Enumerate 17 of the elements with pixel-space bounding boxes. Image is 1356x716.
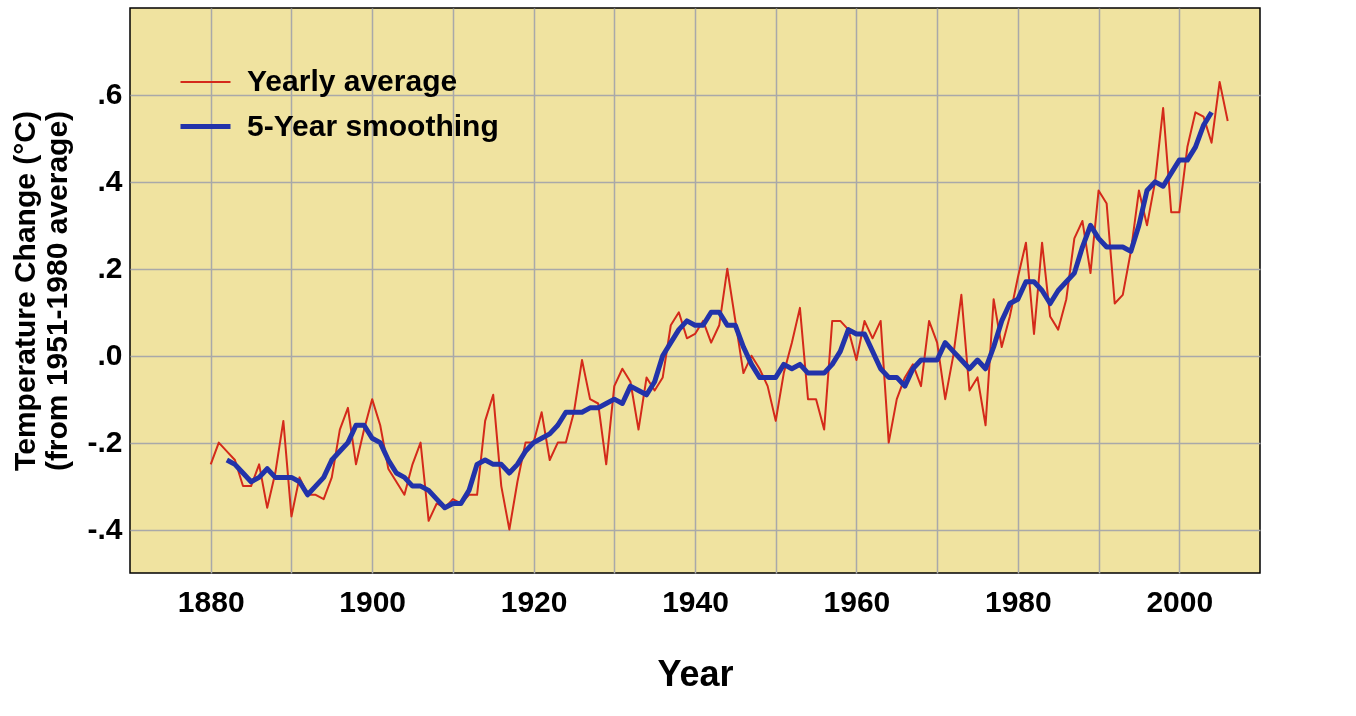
- legend-label: Yearly average: [247, 64, 458, 97]
- y-tick-label: .2: [97, 251, 123, 285]
- x-tick-label: 1940: [662, 584, 729, 618]
- x-tick-label: 1880: [177, 584, 245, 618]
- y-tick-label: .6: [97, 77, 123, 111]
- x-tick-label: 1980: [984, 584, 1052, 618]
- x-tick-label: 1920: [500, 584, 568, 618]
- y-tick-label: .4: [97, 164, 123, 198]
- y-tick-label: -.2: [87, 425, 123, 459]
- x-axis-title: Year: [657, 652, 734, 694]
- x-tick-label: 2000: [1146, 584, 1214, 618]
- y-tick-label: -.4: [87, 512, 123, 546]
- legend-label: 5-Year smoothing: [247, 108, 499, 142]
- y-tick-label: .0: [97, 338, 123, 372]
- x-tick-label: 1900: [339, 584, 407, 618]
- y-axis-title: Temperature Change (°C) (from 1951-1980 average): [8, 110, 74, 472]
- x-tick-label: 1960: [823, 584, 891, 618]
